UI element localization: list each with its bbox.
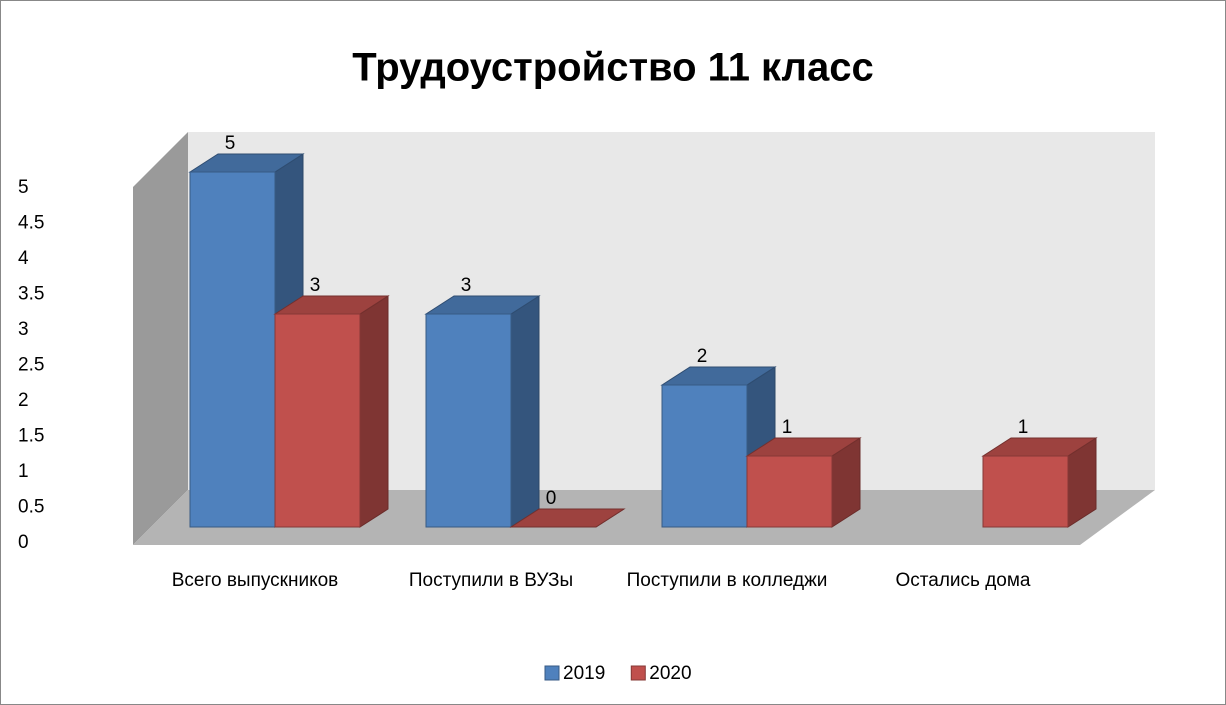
- y-tick-label: 3: [18, 319, 29, 340]
- y-tick-label: 2: [18, 390, 29, 411]
- bar: [424, 295, 541, 528]
- data-label: 3: [310, 275, 321, 296]
- legend-label: 2020: [649, 663, 691, 684]
- bar-side: [510, 295, 540, 528]
- y-tick-label: 2.5: [18, 355, 44, 376]
- data-label: 3: [461, 275, 472, 296]
- legend-label: 2019: [563, 663, 605, 684]
- bar: [745, 437, 862, 528]
- y-tick-label: 0.5: [18, 497, 44, 518]
- y-tick-label: 5: [18, 177, 29, 198]
- x-tick-label: Поступили в ВУЗы: [408, 570, 574, 591]
- bar-front: [982, 455, 1069, 528]
- bar-side: [359, 295, 389, 528]
- y-tick-label: 4.5: [18, 213, 44, 234]
- bar: [273, 295, 390, 528]
- bar-front: [746, 455, 833, 528]
- bar-front: [189, 171, 276, 528]
- bar-front: [274, 313, 361, 528]
- data-label: 2: [697, 346, 708, 367]
- y-tick-label: 1: [18, 461, 29, 482]
- bar-top: [509, 508, 626, 528]
- chart-title: Трудоустройство 11 класс: [352, 46, 873, 90]
- side-wall: [133, 132, 188, 545]
- bar: [509, 508, 626, 528]
- y-tick-label: 3.5: [18, 284, 44, 305]
- bar-front: [661, 384, 748, 528]
- y-tick-label: 1.5: [18, 426, 44, 447]
- legend-swatch: [630, 665, 646, 681]
- data-label: 0: [546, 488, 557, 509]
- x-tick-label: Всего выпускников: [171, 570, 339, 591]
- data-label: 1: [782, 417, 793, 438]
- legend-swatch: [544, 665, 560, 681]
- bar-front: [425, 313, 512, 528]
- y-tick-label: 0: [18, 532, 29, 553]
- bar: [981, 437, 1098, 528]
- data-label: 5: [225, 133, 236, 154]
- x-tick-label: Поступили в колледжи: [626, 570, 828, 591]
- y-tick-label: 4: [18, 248, 29, 269]
- x-tick-label: Остались дома: [895, 570, 1031, 591]
- data-label: 1: [1018, 417, 1029, 438]
